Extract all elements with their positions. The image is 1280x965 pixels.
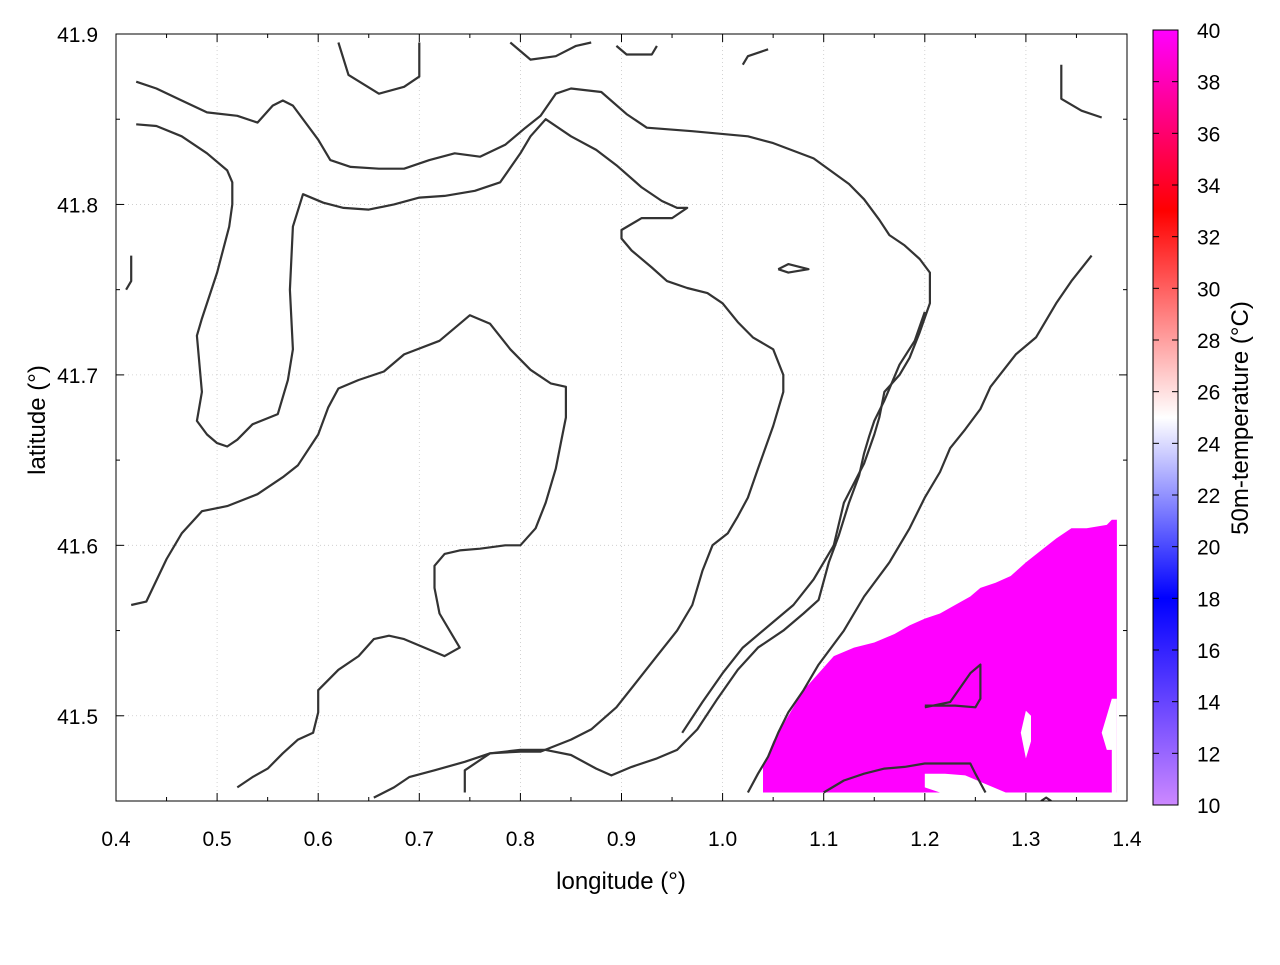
colorbar-tick-label: 32	[1197, 227, 1220, 250]
x-tick-label: 1.0	[708, 828, 737, 851]
x-tick-label: 0.6	[304, 828, 333, 851]
colorbar-tick-label: 20	[1197, 537, 1220, 560]
x-tick-label: 0.7	[405, 828, 434, 851]
colorbar-tick-label: 30	[1197, 278, 1220, 301]
colorbar-label: 50m-temperature (°C)	[1227, 301, 1254, 535]
contour-lines	[125, 41, 1103, 801]
y-tick-label: 41.9	[57, 24, 98, 47]
x-tick-label: 1.1	[809, 828, 838, 851]
hot-region-gap	[1101, 698, 1117, 793]
x-axis-label: longitude (°)	[556, 868, 686, 895]
colorbar-gradient	[1152, 29, 1179, 806]
x-tick-label: 0.9	[607, 828, 636, 851]
colorbar-tick-label: 10	[1197, 795, 1220, 818]
temperature-heatmap	[763, 519, 1117, 793]
contour-line	[337, 42, 421, 95]
contour-line	[463, 311, 926, 793]
contour-line	[509, 41, 592, 61]
contour-line	[130, 314, 568, 789]
y-tick-label: 41.7	[57, 365, 98, 388]
contour-line	[136, 118, 785, 799]
hot-region-gap	[924, 773, 1026, 793]
colorbar-tick-label: 16	[1197, 640, 1220, 663]
x-tick-label: 0.8	[506, 828, 535, 851]
contour-line	[615, 45, 658, 56]
x-tick-label: 1.4	[1112, 828, 1142, 851]
colorbar-tick-label: 34	[1197, 175, 1221, 198]
colorbar-ticks: 10 12 14 16 18 20 22 24 26 28 30 32 34 36 38 40	[1153, 20, 1221, 818]
contour-line	[1060, 64, 1103, 119]
y-axis-label: latitude (°)	[24, 365, 51, 475]
contour-line	[777, 263, 810, 274]
hot-region-gap	[1020, 710, 1031, 759]
y-tick-label: 41.5	[57, 706, 98, 729]
grid	[116, 34, 1127, 801]
colorbar-tick-label: 22	[1197, 485, 1220, 508]
contour-line	[746, 254, 1093, 794]
colorbar: 10 12 14 16 18 20 22 24 26 28 30 32 34 36 38 40 50m-tem…	[1152, 20, 1254, 818]
y-tick-label: 41.6	[57, 535, 98, 558]
colorbar-tick-label: 24	[1197, 433, 1221, 456]
x-tick-label: 1.2	[910, 828, 939, 851]
hot-region	[763, 519, 1117, 793]
colorbar-tick-label: 28	[1197, 330, 1220, 353]
x-tick-label: 0.4	[101, 828, 131, 851]
colorbar-tick-label: 14	[1197, 692, 1221, 715]
colorbar-tick-label: 12	[1197, 743, 1220, 766]
contour-line	[924, 663, 982, 709]
x-tick-label: 0.5	[202, 828, 231, 851]
y-tick-label: 41.8	[57, 194, 98, 217]
contour-line	[135, 80, 932, 734]
contour-line	[125, 255, 133, 291]
contour-line	[741, 48, 769, 66]
contour-line	[1040, 796, 1052, 801]
colorbar-tick-label: 38	[1197, 72, 1220, 95]
axis-ticks: 0.4 0.5 0.6 0.7 0.8 0.9 1.0 1.1 1.2 1.3 1.4 41.5 41.…	[57, 24, 1142, 851]
colorbar-tick-label: 36	[1197, 123, 1220, 146]
colorbar-tick-label: 18	[1197, 588, 1220, 611]
x-tick-label: 1.3	[1011, 828, 1040, 851]
contour-line	[823, 762, 987, 794]
colorbar-tick-label: 26	[1197, 382, 1220, 405]
colorbar-tick-label: 40	[1197, 20, 1220, 43]
